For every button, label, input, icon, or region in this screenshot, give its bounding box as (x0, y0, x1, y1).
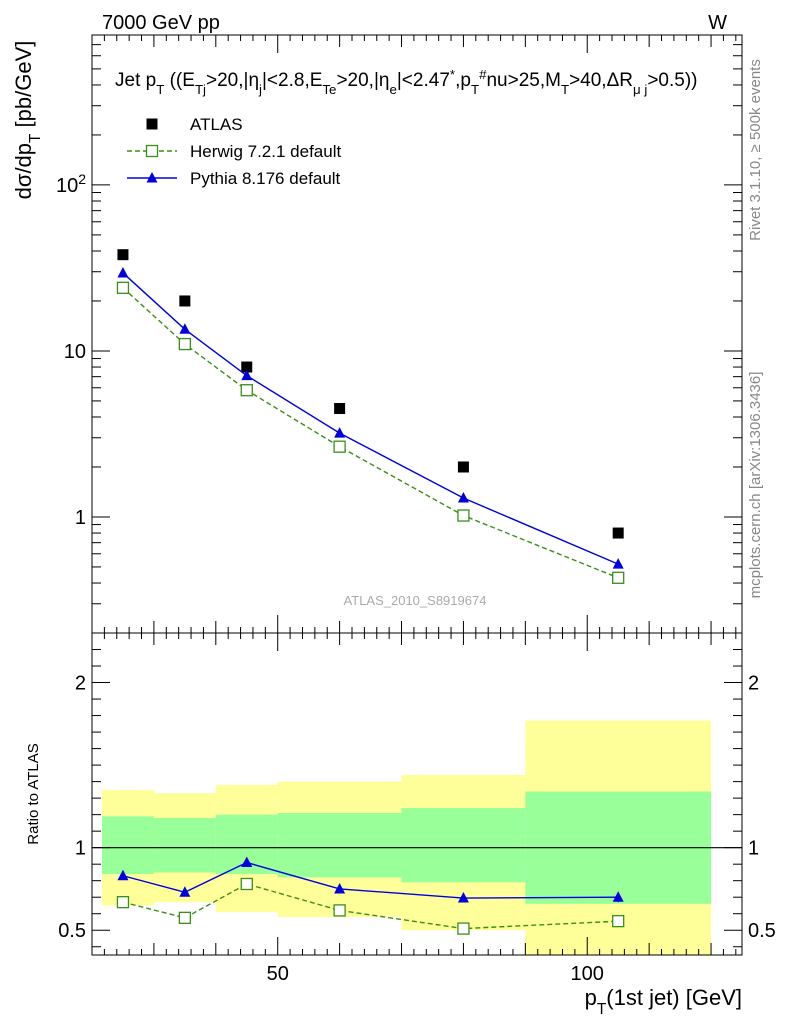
ratio-point (116, 896, 130, 909)
data-point (334, 427, 346, 438)
legend: ATLAS Herwig 7.2.1 default Pythia 8.176 de… (127, 115, 341, 188)
ratio-ytick-label-right: 2 (748, 673, 759, 695)
main-plot-area (116, 249, 625, 584)
series-line (122, 287, 619, 579)
ratio-plot-area (92, 720, 742, 955)
data-point (116, 281, 130, 294)
ratio-ytick-label: 1 (75, 838, 86, 860)
ratio-point (612, 891, 624, 902)
ratio-ylabel: Ratio to ATLAS (25, 743, 42, 844)
data-point (117, 266, 129, 278)
header-right: W (708, 12, 727, 34)
main-ytick-label: 10 (64, 341, 86, 363)
data-point (457, 461, 469, 473)
ratio-point (457, 922, 470, 935)
main-ylabel: dσ/dpT [pb/GeV] (11, 41, 44, 200)
series-line (122, 272, 619, 565)
data-point (612, 527, 624, 539)
data-point (457, 509, 470, 522)
ratio-point (612, 914, 625, 928)
legend-marker (146, 118, 158, 130)
ratio-xtick-label: 100 (571, 963, 604, 985)
ratio-ytick-label: 0.5 (58, 920, 86, 942)
legend-label: Herwig 7.2.1 default (190, 142, 341, 161)
header-left: 7000 GeV pp (102, 12, 220, 34)
main-panel: 1 10 102 Jet pT ((ETj>20,|ηj|<2.8,ETe>20,|… (11, 34, 743, 634)
band-green (277, 812, 402, 878)
ratio-ytick-label: 2 (75, 673, 86, 695)
ratio-xtick-label: 50 (267, 963, 289, 985)
data-point (178, 337, 192, 351)
rivet-label: Rivet 3.1.10, ≥ 500k events (747, 59, 764, 241)
data-point (333, 440, 346, 453)
data-point (457, 492, 469, 503)
ratio-line (122, 861, 619, 899)
ratio-point (117, 869, 129, 881)
data-point (612, 571, 625, 584)
main-axis-ticks: 1 10 102 (56, 34, 742, 634)
data-point (241, 369, 253, 381)
data-point (241, 361, 253, 373)
ratio-point (333, 904, 346, 917)
data-point (612, 558, 624, 569)
data-point (179, 295, 191, 307)
ratio-panel: 0.5 0.5 1 1 2 2 50 100 Ratio to ATLAS pT(1st je… (25, 632, 776, 1018)
ratio-point (334, 882, 346, 894)
ratio-point (178, 911, 192, 924)
band-green (102, 816, 154, 875)
legend-label: ATLAS (190, 115, 243, 134)
legend-marker (146, 172, 158, 183)
ratio-point (457, 892, 469, 903)
ratio-xlabel: pT(1st jet) [GeV] (585, 985, 742, 1018)
ratio-frame (91, 632, 743, 956)
ratio-point (240, 877, 253, 891)
mcplots-label: mcplots.cern.ch [arXiv:1306.3436] (747, 372, 764, 599)
ratio-point (179, 886, 191, 897)
main-title: Jet pT ((ETj>20,|ηj|<2.8,ETe>20,|ηe|<2.4… (115, 67, 697, 97)
legend-marker (145, 144, 159, 158)
data-point (117, 249, 129, 261)
data-point (334, 403, 346, 415)
data-point (179, 323, 191, 334)
ratio-axis-ticks: 0.5 0.5 1 1 2 2 50 100 (58, 632, 776, 985)
main-ytick-label: 102 (56, 171, 86, 197)
ratio-point (241, 856, 253, 868)
band-green (401, 808, 526, 883)
band-green (153, 817, 216, 873)
ratio-ytick-label-right: 0.5 (748, 920, 776, 942)
ratio-ytick-label-right: 1 (748, 838, 759, 860)
legend-label: Pythia 8.176 default (190, 169, 341, 188)
main-ytick-label: 1 (75, 507, 86, 529)
data-point (240, 384, 253, 397)
watermark: ATLAS_2010_S8919674 (344, 593, 487, 608)
